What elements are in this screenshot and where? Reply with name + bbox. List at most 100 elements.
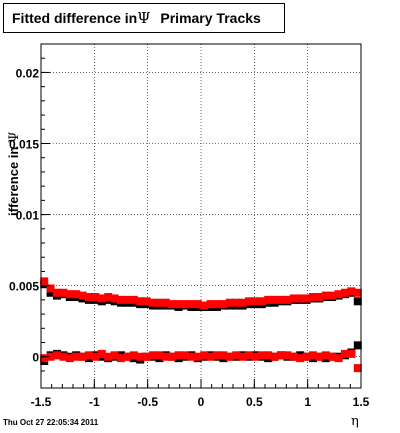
data-point-red [225, 352, 234, 361]
data-point-red [238, 298, 247, 307]
data-point-red [213, 351, 221, 360]
data-point-red [91, 293, 100, 302]
chart-title: Fitted difference inΨ Primary Tracks [3, 3, 285, 33]
data-point-red [123, 295, 132, 304]
data-point-red [149, 351, 157, 360]
data-point-red [72, 290, 81, 299]
data-point-red [46, 284, 55, 293]
data-point-red [245, 351, 253, 360]
data-point-red [283, 351, 292, 360]
data-point-red [117, 295, 125, 304]
data-point-red [78, 291, 87, 300]
data-point-red [334, 290, 343, 299]
data-point-red [309, 351, 317, 360]
data-point-red [341, 349, 349, 358]
data-point-red [334, 354, 343, 363]
data-point-red [78, 352, 87, 361]
data-point-red [321, 351, 330, 360]
data-point-red [155, 298, 164, 307]
data-point-red [123, 352, 132, 361]
data-point-red [85, 351, 93, 360]
data-point-red [277, 351, 285, 360]
data-point-red [65, 354, 74, 363]
data-point-red [129, 351, 138, 360]
data-point-red [85, 293, 93, 302]
data-point-red [296, 354, 305, 363]
data-point-red [302, 294, 311, 303]
axis-ticks [40, 43, 362, 388]
data-point-red [136, 297, 145, 306]
data-point-red [296, 294, 305, 303]
data-point-red [238, 352, 247, 361]
data-point-red [193, 352, 202, 361]
data-point-red [264, 295, 273, 304]
data-point-red [315, 352, 324, 361]
x-axis-label: η [351, 414, 359, 429]
data-point-red [161, 352, 170, 361]
x-tick-label: -1 [89, 395, 100, 409]
y-tick-label: 0.01 [16, 209, 40, 223]
data-point-red [277, 295, 285, 304]
data-point-red [200, 301, 209, 310]
data-point-red [193, 300, 202, 309]
tick-labels: -1.5 -1 -0.5 0 0.5 1 1.5 0 0.005 0.01 0.015 0.02 [9, 66, 370, 409]
data-point-red [40, 354, 49, 363]
x-tick-label: 0.5 [246, 395, 263, 409]
data-point-red [97, 294, 106, 303]
data-point-red [232, 298, 241, 307]
data-point-red [129, 295, 138, 304]
data-point-red [353, 288, 362, 297]
data-point-red [302, 352, 311, 361]
data-point-red [200, 351, 209, 360]
data-point-red [155, 351, 164, 360]
data-point-red [187, 300, 196, 309]
y-tick-label: 0.015 [9, 138, 39, 152]
data-point-red [187, 352, 196, 361]
data-point-red [219, 351, 228, 360]
data-point-red [353, 364, 362, 373]
data-point-red [168, 352, 177, 361]
data-point-red [142, 352, 151, 361]
data-point-red [283, 295, 292, 304]
title-psi-symbol: Ψ [137, 9, 151, 27]
data-point-red [232, 351, 241, 360]
data-point-red [321, 291, 330, 300]
data-point-red [225, 298, 234, 307]
x-tick-label: -0.5 [137, 395, 158, 409]
y-axis-label-text: ifference in [6, 143, 21, 216]
data-point-red [136, 352, 145, 361]
x-tick-label: -1.5 [31, 395, 52, 409]
data-point-red [97, 349, 106, 358]
data-point-red [347, 349, 356, 358]
y-tick-label: 0.005 [9, 280, 39, 294]
data-point-red [40, 277, 49, 286]
data-point-red [219, 300, 228, 309]
data-point-red [206, 352, 215, 361]
data-point-red [328, 352, 337, 361]
data-point-red [174, 351, 183, 360]
data-point-red [251, 352, 260, 361]
data-point-red [251, 297, 260, 306]
data-point-red [91, 352, 100, 361]
data-point-black [353, 341, 362, 350]
data-point-red [270, 352, 279, 361]
data-point-red [315, 293, 324, 302]
data-point-red [213, 300, 221, 309]
data-point-red [53, 288, 61, 297]
title-prefix: Fitted difference in [12, 10, 138, 26]
data-point-red [245, 297, 253, 306]
data-point-red [110, 351, 119, 360]
data-point-red [104, 352, 113, 361]
data-point-red [257, 351, 266, 360]
data-point-red [53, 351, 61, 360]
data-point-red [117, 354, 125, 363]
data-point-red [181, 351, 189, 360]
data-point-red [264, 351, 273, 360]
data-point-red [168, 300, 177, 309]
data-point-red [104, 293, 113, 302]
data-point-red [206, 300, 215, 309]
data-point-red [270, 295, 279, 304]
data-point-red [142, 297, 151, 306]
data-point-red [46, 352, 55, 361]
